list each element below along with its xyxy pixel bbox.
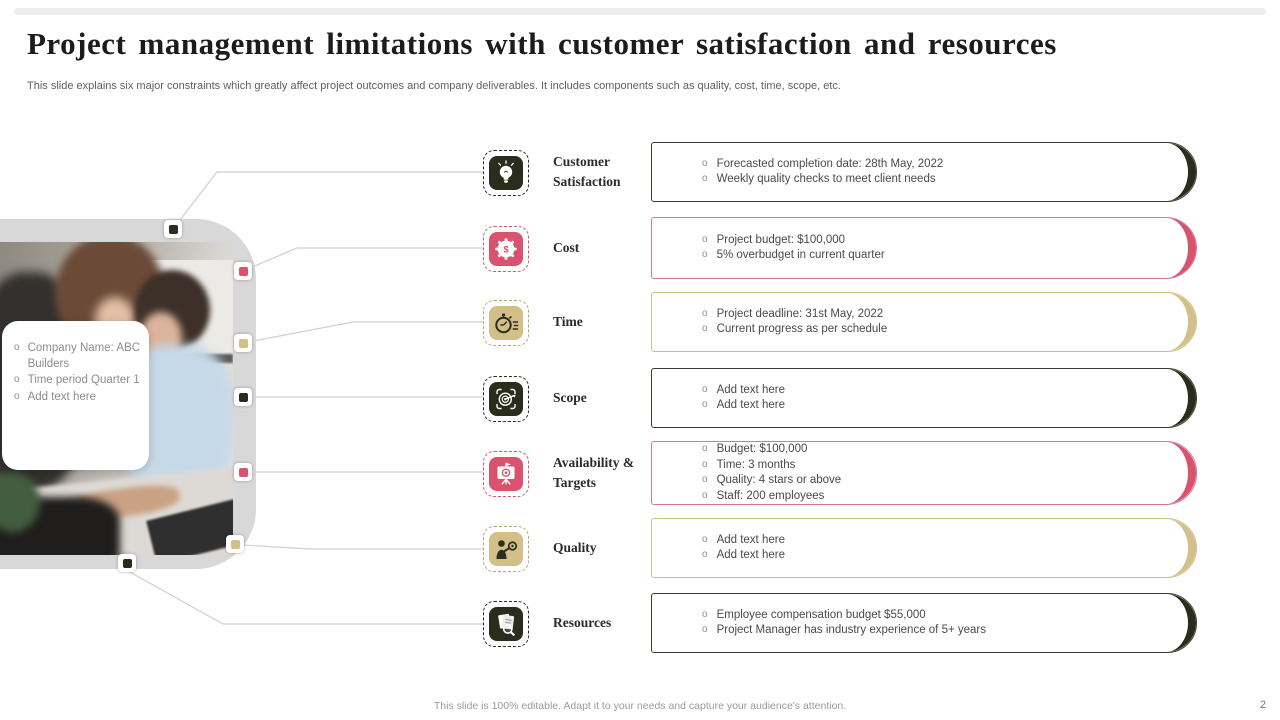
availability-icon-frame bbox=[483, 451, 529, 497]
row-label: Availability & Targets bbox=[553, 455, 635, 490]
bullet-item: Project budget: $100,000 bbox=[702, 233, 1196, 249]
edge-marker-pink bbox=[234, 262, 252, 280]
connector-line bbox=[242, 247, 483, 272]
row-content-box[interactable]: Project deadline: 31st May, 2022 Current… bbox=[651, 292, 1197, 352]
page-subtitle: This slide explains six major constraint… bbox=[27, 80, 841, 92]
bullet-item: Quality: 4 stars or above bbox=[702, 473, 1196, 489]
bullet-item: Project deadline: 31st May, 2022 bbox=[702, 307, 1196, 323]
bullet-marker bbox=[702, 233, 708, 249]
bullet-marker bbox=[702, 157, 708, 173]
bullet-item: Add text here bbox=[702, 548, 1196, 564]
person-target-icon bbox=[489, 532, 523, 566]
svg-text:$: $ bbox=[503, 245, 509, 256]
row-time: Time Project deadline: 31st May, 2022 Cu… bbox=[0, 292, 1280, 352]
page-title: Project management limitations with cust… bbox=[27, 26, 1057, 61]
connector-line bbox=[242, 321, 483, 344]
bullet-item: Add text here bbox=[702, 398, 1196, 414]
bullet-marker bbox=[702, 489, 708, 505]
note-item: Time period Quarter 1 bbox=[14, 373, 141, 389]
edge-marker-gold bbox=[234, 334, 252, 352]
row-resources: Resources Employee compensation budget $… bbox=[0, 593, 1280, 653]
row-availability-targets: Availability & Targets Budget: $100,000 … bbox=[0, 441, 1280, 505]
bullet-item: Time: 3 months bbox=[702, 458, 1196, 474]
bullet-item: Budget: $100,000 bbox=[702, 442, 1196, 458]
box-cap-crescent bbox=[1166, 593, 1196, 653]
bullet-item: Add text here bbox=[702, 533, 1196, 549]
cost-icon-frame: $ bbox=[483, 226, 529, 272]
row-content-box[interactable]: Forecasted completion date: 28th May, 20… bbox=[651, 142, 1197, 202]
row-label: Quality bbox=[553, 540, 597, 555]
bullet-item: 5% overbudget in current quarter bbox=[702, 248, 1196, 264]
resources-icon-frame bbox=[483, 601, 529, 647]
time-icon-frame bbox=[483, 300, 529, 346]
bullet-marker bbox=[702, 473, 708, 489]
box-cap-crescent bbox=[1166, 292, 1196, 352]
box-cap-crescent bbox=[1166, 518, 1196, 578]
bullet-marker bbox=[702, 608, 708, 624]
bullet-marker bbox=[702, 548, 708, 564]
row-scope: Scope Add text here Add text here bbox=[0, 368, 1280, 428]
row-label: Resources bbox=[553, 615, 612, 630]
row-content-box[interactable]: Add text here Add text here bbox=[651, 368, 1197, 428]
bullet-marker bbox=[702, 172, 708, 188]
row-content-box[interactable]: Budget: $100,000 Time: 3 months Quality:… bbox=[651, 441, 1197, 505]
box-cap-crescent bbox=[1166, 142, 1196, 202]
row-label: Time bbox=[553, 314, 583, 329]
row-label: Customer Satisfaction bbox=[553, 154, 621, 189]
stopwatch-icon bbox=[489, 306, 523, 340]
row-cost: $ Cost Project budget: $100,000 5% overb… bbox=[0, 217, 1280, 279]
bullet-marker bbox=[702, 322, 708, 338]
bullet-marker bbox=[702, 383, 708, 399]
presentation-target-icon bbox=[489, 457, 523, 491]
page-number: 2 bbox=[1259, 699, 1266, 711]
lightbulb-icon bbox=[489, 156, 523, 190]
slide-top-strip bbox=[14, 8, 1266, 15]
edge-marker-gold bbox=[226, 535, 244, 553]
note-item: Company Name: ABC Builders bbox=[14, 341, 141, 372]
edge-marker-dark bbox=[234, 388, 252, 406]
row-quality: Quality Add text here Add text here bbox=[0, 518, 1280, 578]
connector-line bbox=[127, 570, 483, 625]
bullet-marker bbox=[702, 307, 708, 323]
edge-marker-dark bbox=[164, 220, 182, 238]
bullet-item: Weekly quality checks to meet client nee… bbox=[702, 172, 1196, 188]
bullet-item: Staff: 200 employees bbox=[702, 489, 1196, 505]
documents-magnifier-icon bbox=[489, 607, 523, 641]
box-cap-crescent bbox=[1166, 442, 1196, 504]
row-label: Scope bbox=[553, 390, 587, 405]
bullet-item: Forecasted completion date: 28th May, 20… bbox=[702, 157, 1196, 173]
row-label: Cost bbox=[553, 240, 580, 255]
box-cap-crescent bbox=[1166, 218, 1196, 278]
target-arrow-icon bbox=[489, 382, 523, 416]
quality-icon-frame bbox=[483, 526, 529, 572]
row-content-box[interactable]: Add text here Add text here bbox=[651, 518, 1197, 578]
footer-note: This slide is 100% editable. Adapt it to… bbox=[433, 700, 847, 712]
row-content-box[interactable]: Project budget: $100,000 5% overbudget i… bbox=[651, 217, 1197, 279]
bullet-item: Add text here bbox=[702, 383, 1196, 399]
bullet-marker bbox=[702, 458, 708, 474]
bullet-item: Current progress as per schedule bbox=[702, 322, 1196, 338]
row-customer-satisfaction: Customer Satisfaction Forecasted complet… bbox=[0, 142, 1280, 202]
bullet-marker bbox=[702, 623, 708, 639]
edge-marker-pink bbox=[234, 463, 252, 481]
gear-dollar-icon: $ bbox=[489, 232, 523, 266]
customer-satisfaction-icon-frame bbox=[483, 150, 529, 196]
bullet-marker bbox=[702, 533, 708, 549]
bullet-marker bbox=[702, 442, 708, 458]
edge-marker-dark bbox=[118, 554, 136, 572]
connector-line bbox=[241, 544, 483, 550]
bullet-marker bbox=[702, 248, 708, 264]
box-cap-crescent bbox=[1166, 368, 1196, 428]
connector-line bbox=[172, 171, 483, 230]
note-item: Add text here bbox=[14, 390, 141, 406]
row-content-box[interactable]: Employee compensation budget $55,000 Pro… bbox=[651, 593, 1197, 653]
company-note[interactable]: Company Name: ABC Builders Time period Q… bbox=[2, 321, 149, 470]
scope-icon-frame bbox=[483, 376, 529, 422]
bullet-marker bbox=[702, 398, 708, 414]
bullet-item: Project Manager has industry experience … bbox=[702, 623, 1196, 639]
bullet-item: Employee compensation budget $55,000 bbox=[702, 608, 1196, 624]
